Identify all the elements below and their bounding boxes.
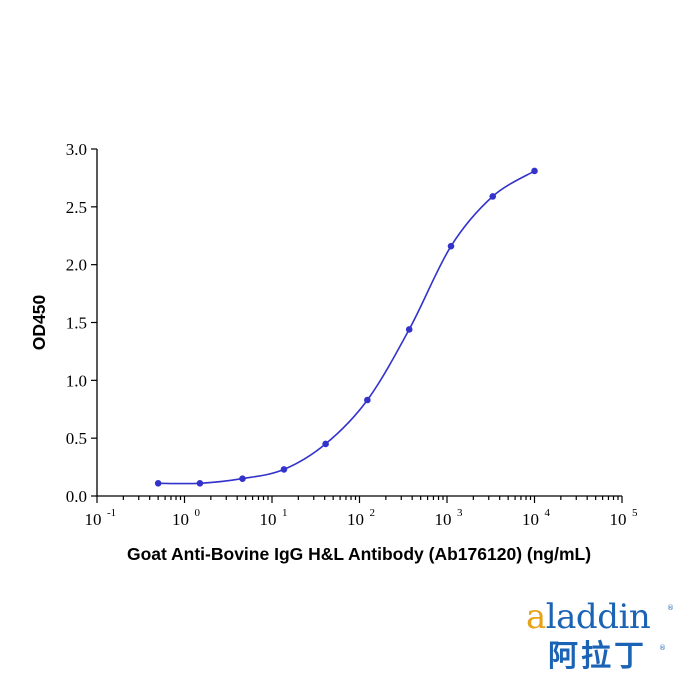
logo-registered-mark: ® bbox=[667, 604, 674, 612]
logo-chinese-name: 阿拉丁 bbox=[548, 639, 647, 674]
fit-curve bbox=[158, 170, 535, 485]
y-tick-label: 2.0 bbox=[66, 256, 87, 275]
x-axis-title: Goat Anti-Bovine IgG H&L Antibody (Ab176… bbox=[127, 544, 591, 564]
y-tick-label: 1.0 bbox=[66, 371, 87, 390]
data-point bbox=[489, 193, 497, 200]
aladdin-logo: aladdin ® 阿拉丁 ® bbox=[526, 600, 676, 690]
y-tick-label: 2.5 bbox=[66, 198, 87, 217]
y-tick-label: 1.5 bbox=[66, 314, 87, 333]
data-point bbox=[154, 479, 162, 487]
data-point bbox=[239, 475, 246, 482]
x-tick-label: 10 bbox=[610, 510, 627, 529]
x-tick-label-exponent: 0 bbox=[195, 507, 201, 519]
x-tick-label: 10 bbox=[172, 510, 189, 529]
logo-registered-mark-cn: ® bbox=[659, 644, 666, 652]
logo-word-rest: laddin bbox=[545, 597, 651, 637]
data-point bbox=[531, 167, 538, 175]
x-tick-label: 10 bbox=[85, 510, 102, 529]
y-tick-label: 3.0 bbox=[66, 140, 87, 159]
x-tick-label-exponent: 5 bbox=[632, 507, 638, 519]
x-tick-label: 10 bbox=[522, 510, 539, 529]
data-point bbox=[322, 440, 329, 448]
y-axis-title: OD450 bbox=[29, 295, 49, 351]
data-point bbox=[447, 242, 455, 250]
data-point bbox=[405, 326, 413, 333]
data-point bbox=[196, 479, 204, 487]
x-tick-label: 10 bbox=[347, 510, 364, 529]
logo-accent-letter: a bbox=[526, 597, 546, 637]
x-tick-label-exponent: 1 bbox=[282, 507, 288, 519]
y-tick-label: 0.5 bbox=[66, 429, 87, 448]
x-tick-label: 10 bbox=[260, 510, 277, 529]
x-tick-label-exponent: 3 bbox=[457, 507, 463, 519]
y-tick-label: 0.0 bbox=[66, 487, 87, 506]
x-tick-label-exponent: 4 bbox=[545, 507, 551, 519]
data-point bbox=[364, 396, 371, 404]
logo-wordmark: aladdin bbox=[526, 597, 651, 637]
x-tick-label-exponent: 2 bbox=[370, 507, 376, 519]
x-tick-label-exponent: -1 bbox=[107, 507, 116, 519]
x-tick-label: 10 bbox=[435, 510, 452, 529]
data-point bbox=[280, 466, 288, 473]
